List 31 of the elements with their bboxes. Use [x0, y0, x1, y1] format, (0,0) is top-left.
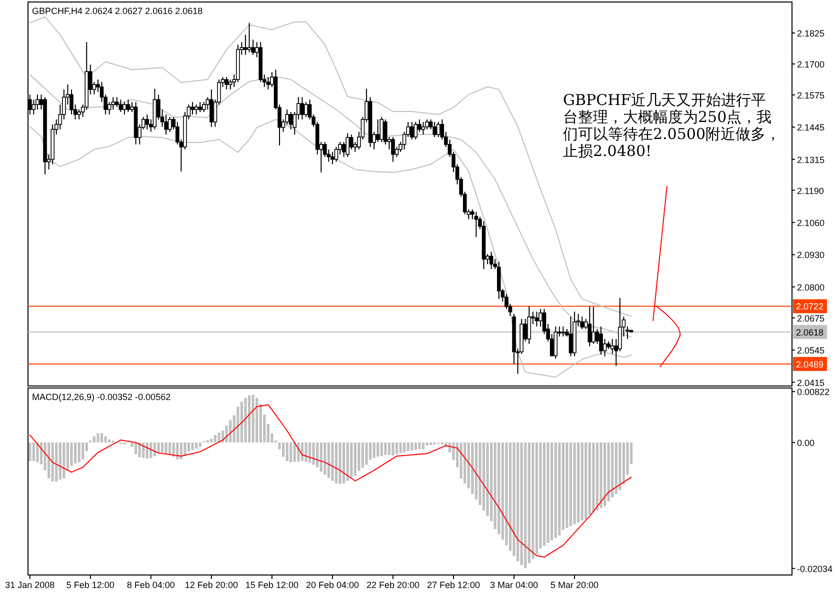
y-tick-label: 2.0415 [797, 378, 825, 388]
x-tick-label: 31 Jan 2008 [5, 580, 55, 590]
y-tick-label: 2.0675 [797, 313, 825, 324]
ref-line-label: 2.0722 [796, 302, 824, 312]
y-tick-label: 2.1315 [797, 154, 825, 165]
y-tick-label: 2.0930 [797, 250, 825, 260]
y-tick-label: 2.1825 [797, 28, 825, 38]
chart-title: GBPCHF,H4 2.0624 2.0627 2.0616 2.0618 [32, 6, 203, 16]
ref-line-label: 2.0489 [796, 359, 824, 370]
x-tick-label: 3 Mar 04:00 [490, 580, 538, 590]
x-tick-label: 22 Feb 20:00 [366, 580, 420, 590]
x-tick-label: 15 Feb 12:00 [245, 580, 298, 590]
x-tick-label: 27 Feb 12:00 [426, 580, 480, 590]
x-tick-label: 5 Feb 12:00 [66, 580, 114, 590]
y-tick-label: 2.1060 [797, 218, 825, 228]
x-tick-label: 20 Feb 04:00 [306, 580, 359, 590]
y-tick-label: 2.0545 [797, 346, 825, 356]
y-tick-label: 2.1190 [797, 186, 824, 196]
x-tick-label: 5 Mar 20:00 [550, 580, 599, 590]
y-tick-label: 2.1445 [797, 122, 825, 133]
text: MACD(12,26,9) -0.00352 -0.00562 [32, 392, 171, 402]
y-tick-label: 0.00822 [797, 387, 830, 398]
y-tick-label: 2.1575 [797, 90, 825, 100]
y-tick-label: 2.0800 [797, 282, 825, 292]
x-tick-label: 12 Feb 20:00 [184, 580, 238, 590]
y-tick-label: -0.02034 [797, 564, 833, 574]
x-tick-label: 8 Feb 04:00 [126, 580, 175, 590]
y-tick-label: 2.1700 [797, 59, 825, 70]
ref-line-label: 2.0618 [796, 327, 824, 338]
y-tick-label: 0.00 [797, 438, 815, 448]
annotation: GBPCHF近几天又开始进行平台整理，大概幅度为250点，我们可以等待在2.0500附近做多，止损2.0480! [563, 91, 781, 160]
